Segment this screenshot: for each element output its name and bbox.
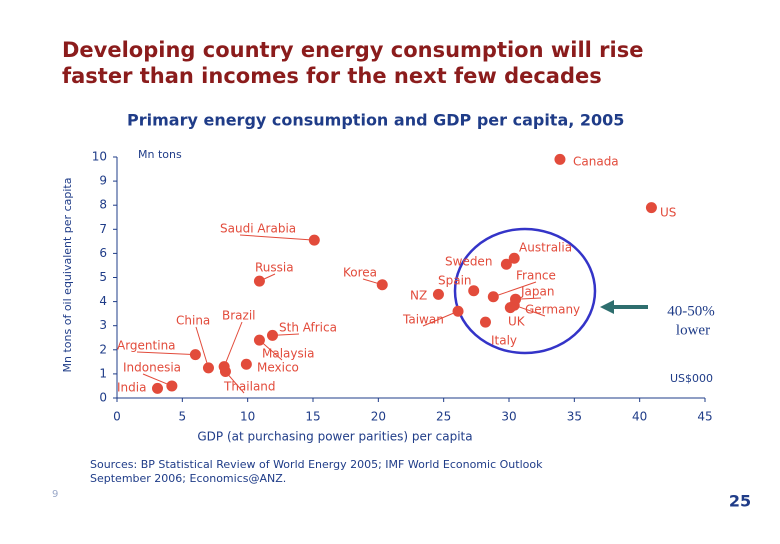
point-label: Australia xyxy=(519,241,572,255)
point-label: Brazil xyxy=(222,309,256,323)
point xyxy=(202,362,214,374)
point-label: Canada xyxy=(573,155,619,169)
point xyxy=(432,288,444,300)
leader-line xyxy=(493,281,537,298)
x-tick-label: 45 xyxy=(697,410,712,424)
y-tick-label: 3 xyxy=(99,318,107,332)
point xyxy=(376,279,388,291)
x-axis-label: GDP (at purchasing power parities) per c… xyxy=(197,430,472,444)
point-label: Japan xyxy=(520,285,554,299)
y-tick-label: 1 xyxy=(99,366,107,380)
y-tick-label: 0 xyxy=(99,391,107,405)
point xyxy=(253,275,265,287)
x-tick-label: 5 xyxy=(179,410,187,424)
point xyxy=(554,153,566,165)
slide-title: faster than incomes for the next few dec… xyxy=(62,64,602,88)
point xyxy=(266,329,278,341)
point-label: Indonesia xyxy=(123,361,181,375)
point-label: India xyxy=(117,381,146,395)
point xyxy=(240,358,252,370)
point xyxy=(253,334,265,346)
point-label: China xyxy=(176,314,210,328)
point xyxy=(487,291,499,303)
y-tick-label: 10 xyxy=(92,150,107,164)
point-label: Russia xyxy=(255,261,294,275)
point xyxy=(152,382,164,394)
y-tick-label: 5 xyxy=(99,270,107,284)
point-label: Taiwan xyxy=(402,313,444,327)
point xyxy=(166,380,178,392)
y-tick-label: 9 xyxy=(99,174,107,188)
annotation: 40-50% xyxy=(667,303,715,319)
point-label: US xyxy=(660,206,676,220)
slide-title: Developing country energy consumption wi… xyxy=(62,38,643,62)
point xyxy=(645,202,657,214)
point xyxy=(508,252,520,264)
y-tick-label: 6 xyxy=(99,246,107,260)
x-tick-label: 10 xyxy=(240,410,255,424)
y-unit: Mn tons xyxy=(138,148,182,161)
point-label: Saudi Arabia xyxy=(220,222,296,236)
y-tick-label: 2 xyxy=(99,342,107,356)
sources: September 2006; Economics@ANZ. xyxy=(90,472,286,485)
x-tick-label: 25 xyxy=(436,410,451,424)
slide-index: 9 xyxy=(52,489,58,500)
leader-line xyxy=(195,326,209,369)
y-axis-label: Mn tons of oil equivalent per capita xyxy=(61,178,74,373)
point xyxy=(479,316,491,328)
point xyxy=(452,305,464,317)
point xyxy=(504,302,516,314)
page-number: 25 xyxy=(729,492,751,511)
leader-line xyxy=(136,351,196,356)
y-tick-label: 4 xyxy=(99,294,107,308)
point xyxy=(189,349,201,361)
point-label: UK xyxy=(508,315,526,329)
y-tick-label: 8 xyxy=(99,198,107,212)
point xyxy=(500,258,512,270)
chart-title: Primary energy consumption and GDP per c… xyxy=(127,111,624,130)
point-label: France xyxy=(516,269,556,283)
point-label: Mexico xyxy=(257,361,299,375)
y-tick-label: 7 xyxy=(99,222,107,236)
point-label: Spain xyxy=(438,274,472,288)
arrow-head xyxy=(600,300,614,314)
leader-line xyxy=(239,234,315,241)
point-label: Germany xyxy=(525,303,580,317)
x-tick-label: 35 xyxy=(567,410,582,424)
sources: Sources: BP Statistical Review of World … xyxy=(90,458,543,471)
point-label: NZ xyxy=(410,289,427,303)
point xyxy=(308,234,320,246)
point-label: Malaysia xyxy=(262,347,314,361)
point xyxy=(468,285,480,297)
leader-line xyxy=(223,321,243,367)
point-label: Italy xyxy=(491,334,517,348)
annotation: lower xyxy=(676,322,710,338)
leader-line xyxy=(422,310,459,327)
highlight-ellipse xyxy=(453,227,597,355)
point-label: Korea xyxy=(343,266,377,280)
x-unit: US$000 xyxy=(670,372,713,385)
point-label: Sth Africa xyxy=(279,321,337,335)
point-label: Argentina xyxy=(117,339,176,353)
point-label: Sweden xyxy=(445,255,492,269)
x-tick-label: 40 xyxy=(632,410,647,424)
x-tick-label: 20 xyxy=(371,410,386,424)
x-tick-label: 15 xyxy=(305,410,320,424)
point xyxy=(219,365,231,377)
x-tick-label: 30 xyxy=(501,410,516,424)
point-label: Thailand xyxy=(223,380,276,394)
x-tick-label: 0 xyxy=(113,410,121,424)
